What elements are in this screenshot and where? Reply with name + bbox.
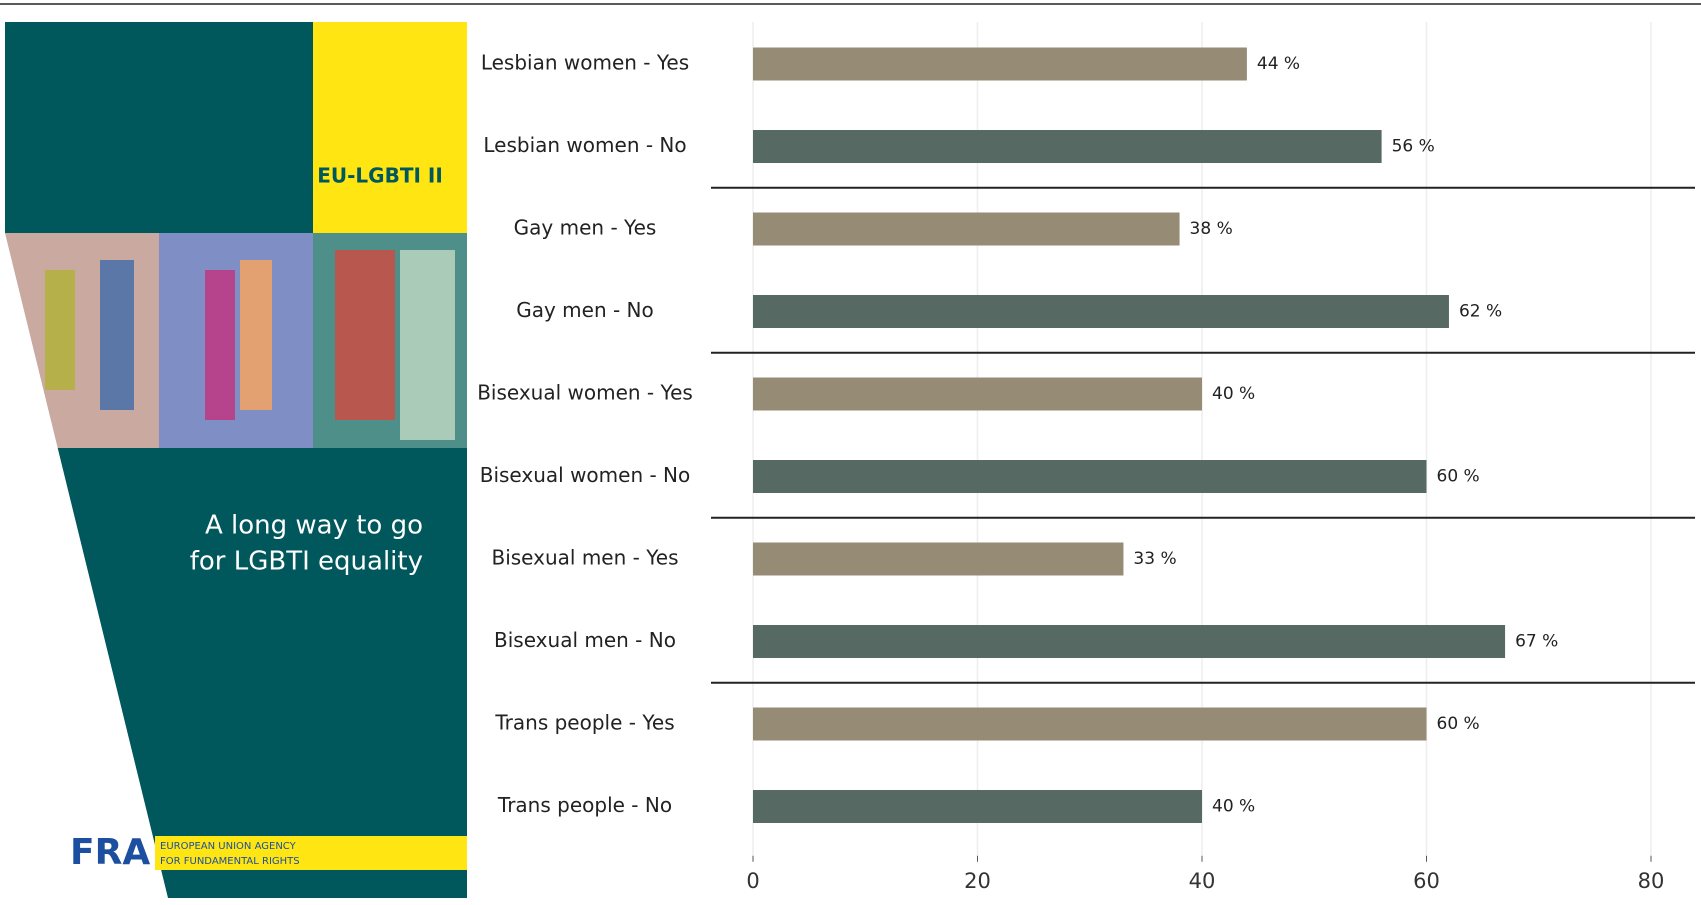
value-label: 60 % bbox=[1437, 467, 1480, 487]
category-label: Lesbian women - No bbox=[483, 133, 686, 157]
cover-badge: EU-LGBTI II bbox=[317, 164, 443, 188]
x-tick-label: 40 bbox=[1189, 869, 1216, 893]
category-label: Trans people - No bbox=[497, 793, 672, 817]
x-tick-label: 80 bbox=[1638, 869, 1665, 893]
cover-title: for LGBTI equality bbox=[190, 547, 423, 577]
category-label: Trans people - Yes bbox=[494, 711, 674, 735]
category-label: Gay men - Yes bbox=[514, 216, 657, 240]
category-label: Lesbian women - Yes bbox=[481, 51, 689, 75]
category-label: Bisexual men - Yes bbox=[491, 546, 678, 570]
illustration bbox=[100, 260, 134, 410]
illustration bbox=[240, 260, 272, 410]
cover-cut bbox=[5, 233, 168, 898]
illustration bbox=[205, 270, 235, 420]
value-label: 60 % bbox=[1437, 714, 1480, 734]
cover-badge-bg bbox=[313, 22, 467, 233]
bar bbox=[753, 212, 1180, 246]
cover: EU-LGBTI II A long way to go for LGBTI e… bbox=[5, 22, 467, 898]
illustration bbox=[45, 270, 75, 390]
value-label: 40 % bbox=[1212, 384, 1255, 404]
agency: EUROPEAN UNION AGENCY bbox=[160, 841, 297, 852]
bar bbox=[753, 377, 1202, 411]
bar bbox=[753, 542, 1124, 576]
logo: FRA bbox=[70, 832, 150, 873]
value-label: 44 % bbox=[1257, 54, 1300, 74]
x-tick-label: 0 bbox=[746, 869, 759, 893]
category-label: Bisexual men - No bbox=[494, 628, 676, 652]
bar bbox=[753, 47, 1247, 81]
category-label: Gay men - No bbox=[516, 298, 654, 322]
value-label: 62 % bbox=[1459, 302, 1502, 322]
value-label: 33 % bbox=[1133, 549, 1176, 569]
illustration bbox=[159, 233, 313, 448]
category-label: Bisexual women - No bbox=[480, 463, 691, 487]
illustration bbox=[400, 250, 455, 440]
value-label: 67 % bbox=[1515, 632, 1558, 652]
value-label: 56 % bbox=[1392, 137, 1435, 157]
bar bbox=[753, 625, 1506, 658]
bar bbox=[753, 295, 1449, 328]
cover-title: A long way to go bbox=[205, 511, 423, 541]
bar bbox=[753, 790, 1202, 823]
bar bbox=[753, 707, 1427, 741]
bar bbox=[753, 130, 1382, 163]
agency: FOR FUNDAMENTAL RIGHTS bbox=[160, 856, 300, 867]
value-label: 40 % bbox=[1212, 797, 1255, 817]
value-label: 38 % bbox=[1190, 219, 1233, 239]
logo-bar bbox=[155, 836, 467, 870]
x-tick-label: 60 bbox=[1413, 869, 1440, 893]
illustration bbox=[335, 250, 395, 420]
bar bbox=[753, 460, 1427, 493]
category-label: Bisexual women - Yes bbox=[477, 381, 693, 405]
x-tick-label: 20 bbox=[964, 869, 991, 893]
